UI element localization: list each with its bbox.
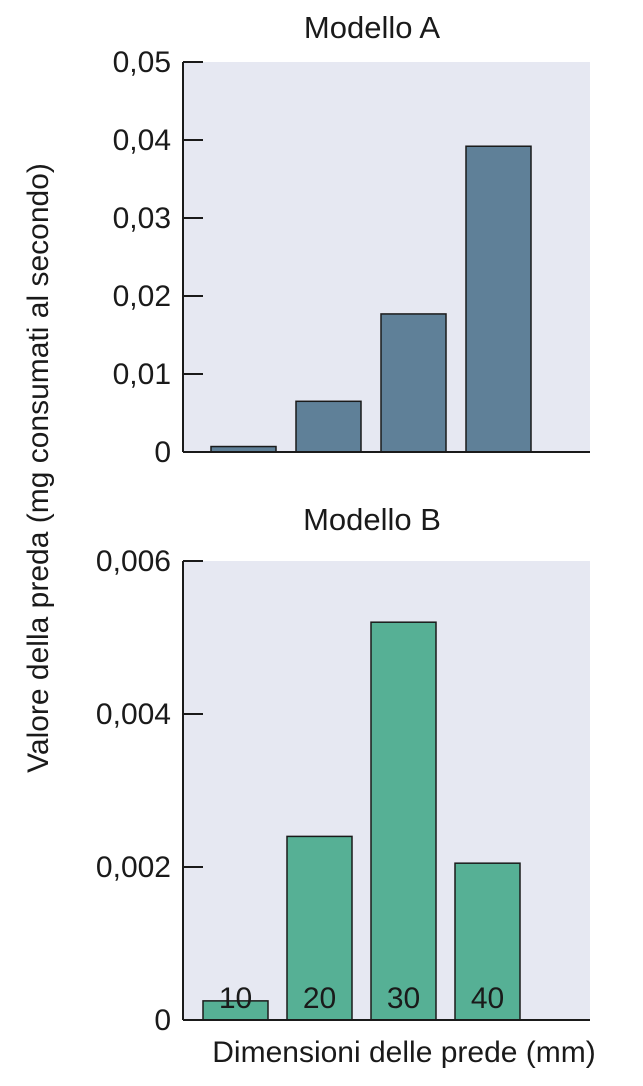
y-tick-label: 0,006: [96, 545, 171, 578]
y-tick-label: 0,03: [113, 202, 171, 235]
bar-a-30: [380, 313, 447, 453]
y-tick-label: 0,004: [96, 698, 171, 731]
y-tick-label: 0: [154, 436, 171, 469]
x-tick-label: 20: [303, 982, 336, 1015]
y-axis-title: Valore della preda (mg consumati al seco…: [22, 163, 55, 773]
y-tick-label: 0,01: [113, 358, 171, 391]
bar-b-30: [370, 621, 437, 1021]
panel-title-b: Modello B: [303, 502, 441, 537]
x-tick-label: 10: [219, 982, 252, 1015]
y-tick-label: 0,02: [113, 280, 171, 313]
bar-a-40: [465, 145, 532, 453]
panel-title-a: Modello A: [304, 10, 440, 45]
bar-b-40: [454, 862, 521, 1021]
y-tick-label: 0,002: [96, 851, 171, 884]
x-tick-label: 30: [387, 982, 420, 1015]
y-tick-label: 0,05: [113, 46, 171, 79]
bar-a-20: [295, 400, 362, 453]
y-tick-label: 0,04: [113, 124, 171, 157]
y-tick-label: 0: [154, 1004, 171, 1037]
x-tick-label: 40: [471, 982, 504, 1015]
x-axis-title: Dimensioni delle prede (mm): [212, 1036, 595, 1069]
bar-b-20: [286, 835, 353, 1021]
